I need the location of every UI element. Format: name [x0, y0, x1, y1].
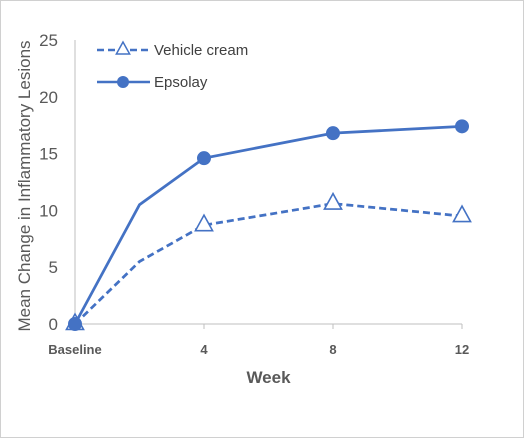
y-axis-title: Mean Change in Inflammatory Lesions — [15, 40, 34, 331]
x-tick-label: Baseline — [48, 342, 101, 357]
y-tick-label: 20 — [39, 88, 58, 107]
y-tick-label: 15 — [39, 145, 58, 164]
series-vehicle-cream — [65, 191, 472, 331]
y-tick-label: 5 — [49, 258, 58, 277]
axes: 0 5 10 15 20 25 Baseline 4 8 12 — [39, 31, 469, 357]
legend-item: Vehicle cream — [97, 40, 248, 59]
y-tick-label: 10 — [39, 201, 58, 220]
legend-marker-circle — [117, 76, 129, 88]
data-point-circle — [455, 119, 469, 134]
x-tick-label: 4 — [200, 342, 208, 357]
legend-label: Epsolay — [154, 74, 208, 91]
data-point-triangle — [452, 204, 472, 223]
legend-label: Vehicle cream — [154, 42, 248, 59]
series-layer — [65, 119, 472, 331]
legend: Vehicle cream Epsolay — [97, 40, 248, 91]
x-tick-label: 8 — [329, 342, 336, 357]
legend-item: Epsolay — [97, 74, 208, 91]
y-tick-label: 0 — [49, 315, 58, 334]
series-line — [74, 202, 463, 325]
x-axis-title: Week — [246, 368, 291, 387]
series-line — [73, 124, 463, 325]
data-point-circle — [68, 317, 82, 331]
legend-marker-triangle — [115, 40, 131, 55]
data-point-triangle — [323, 191, 343, 210]
data-point-triangle — [194, 213, 214, 232]
series-epsolay — [68, 119, 469, 331]
data-point-circle — [197, 151, 211, 166]
x-tick-label: 12 — [455, 342, 469, 357]
y-tick-label: 25 — [39, 31, 58, 50]
data-point-circle — [326, 126, 340, 141]
